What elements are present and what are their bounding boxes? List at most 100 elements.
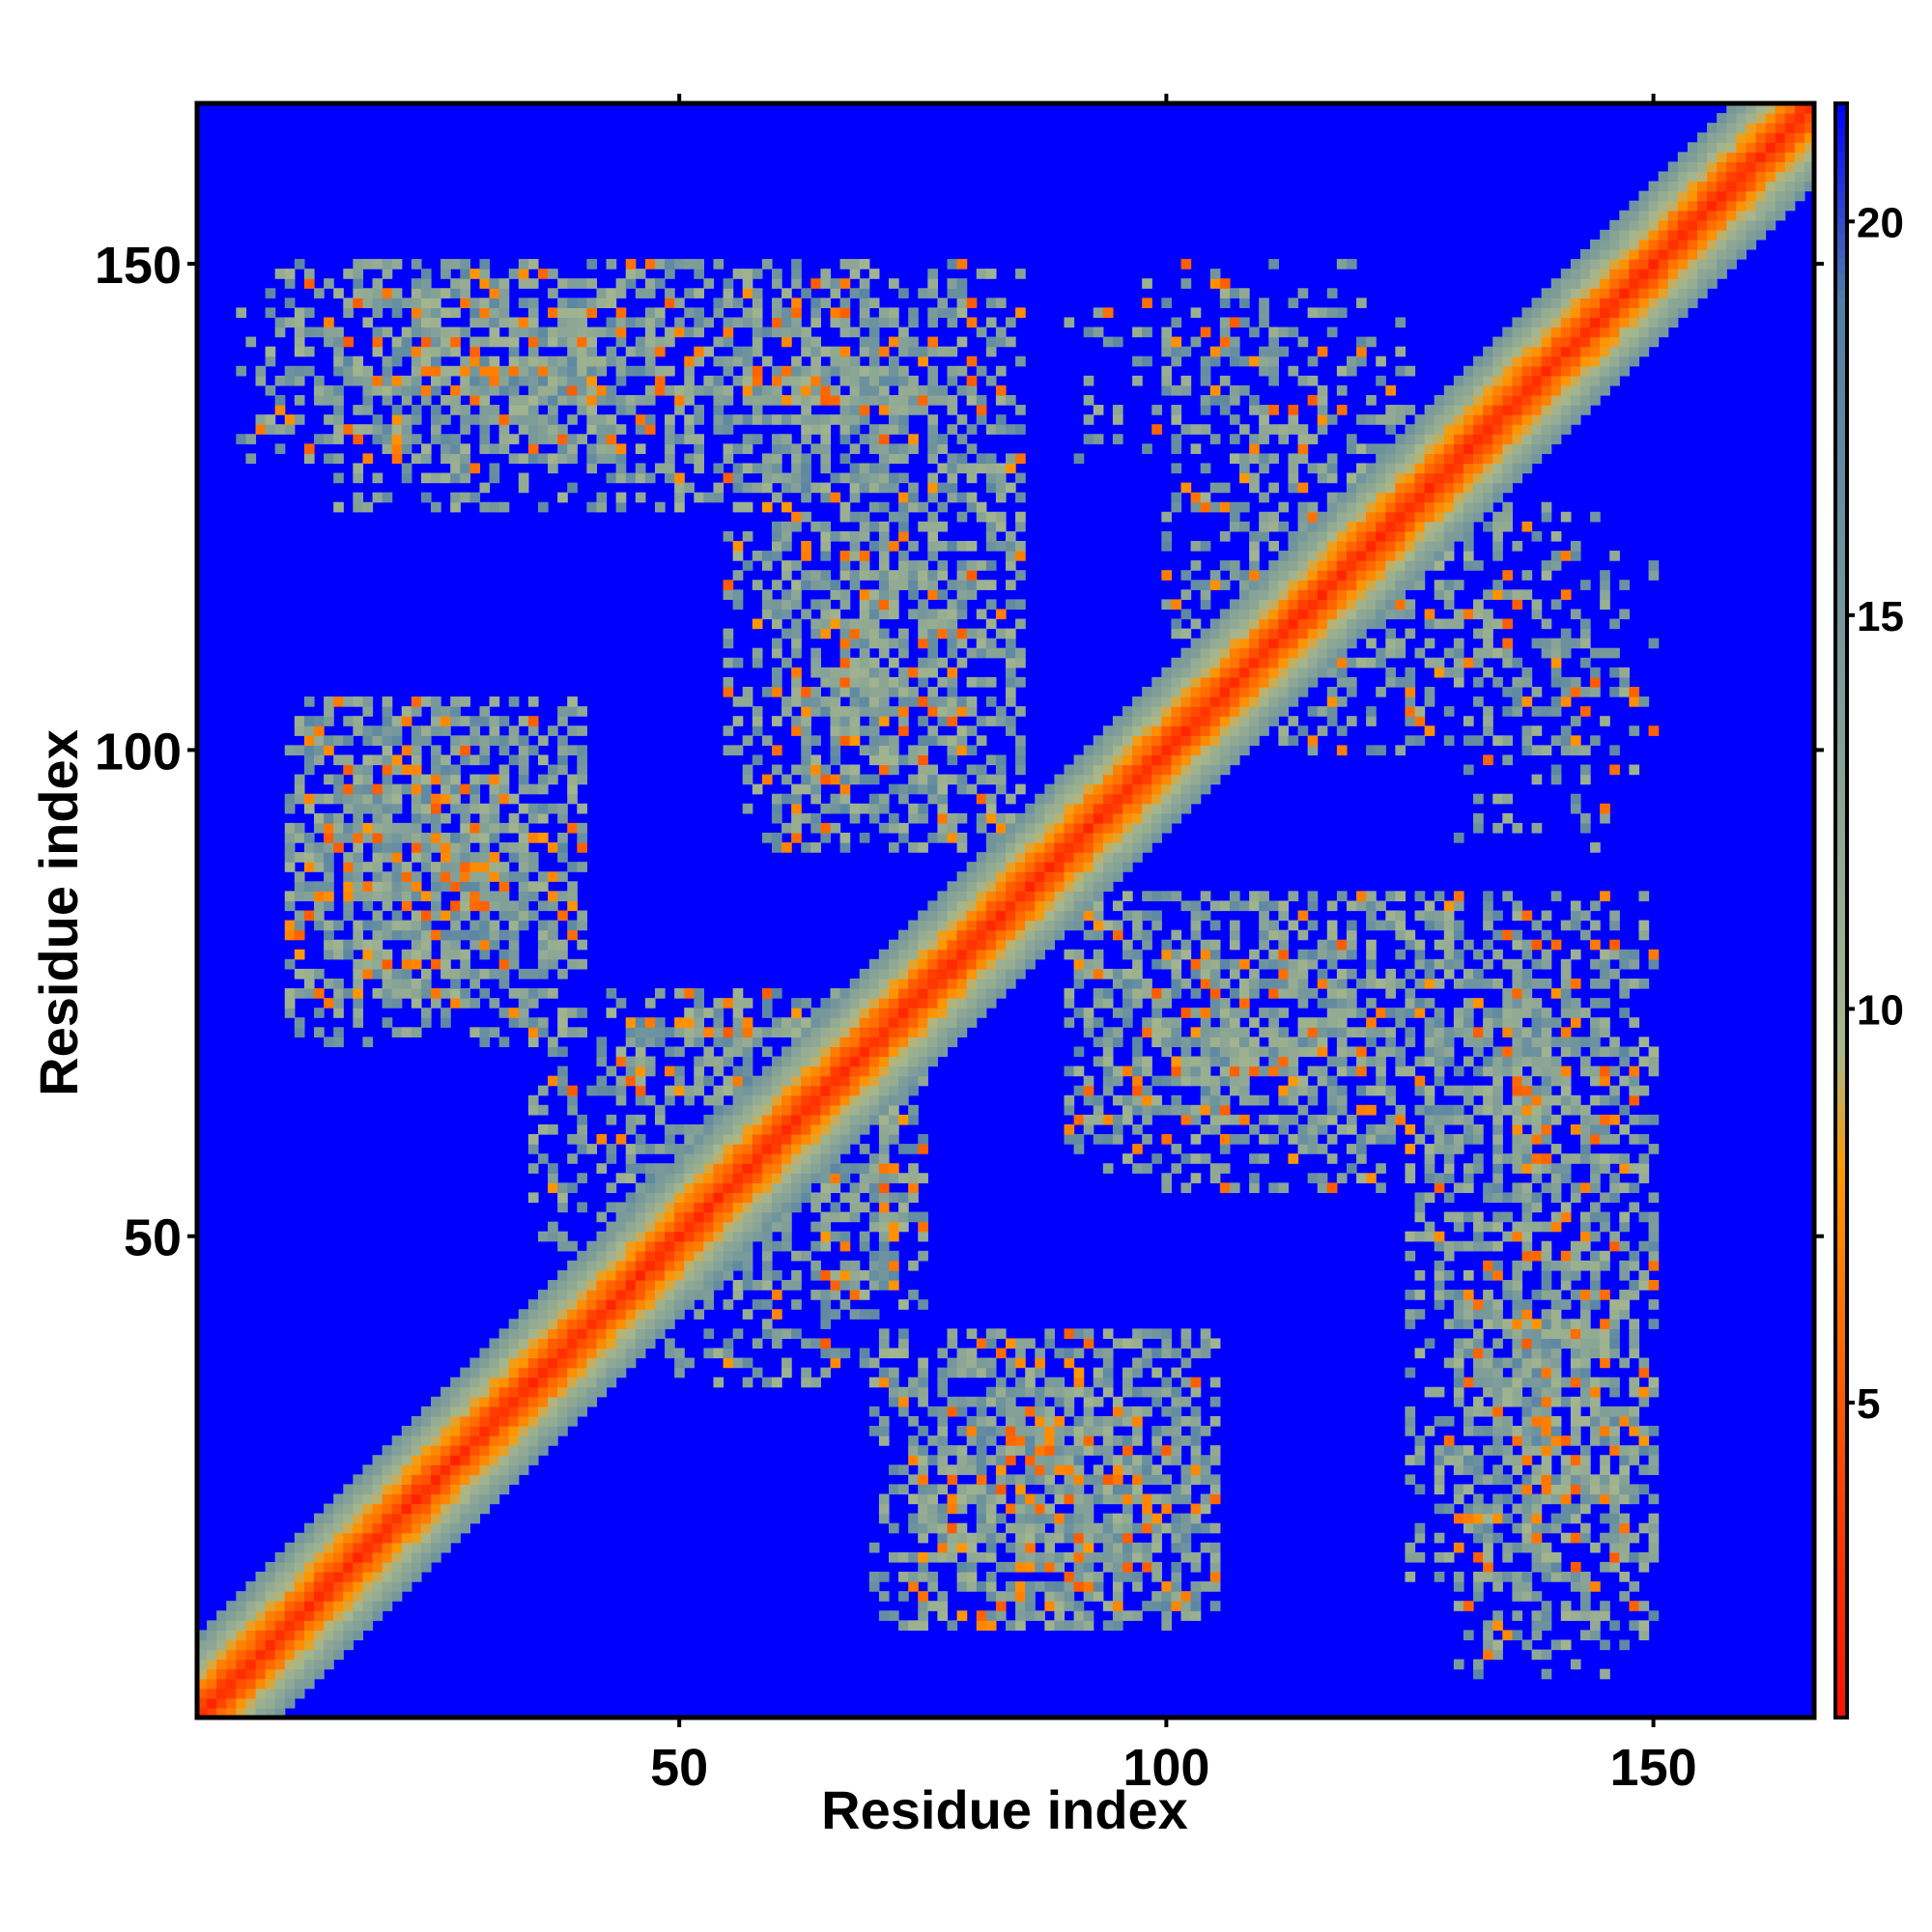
heatmap-cell <box>527 1435 539 1446</box>
heatmap-cell <box>976 735 987 746</box>
heatmap-cell <box>303 1639 315 1651</box>
heatmap-cell <box>382 394 393 406</box>
heatmap-cell <box>382 327 393 338</box>
heatmap-cell <box>1054 881 1065 892</box>
heatmap-cell <box>548 1367 558 1378</box>
heatmap-cell <box>694 1221 704 1233</box>
heatmap-cell <box>527 424 539 435</box>
heatmap-cell <box>898 638 909 649</box>
heatmap-cell <box>440 706 451 717</box>
heatmap-cell <box>1122 1464 1133 1475</box>
heatmap-cell <box>995 492 1007 503</box>
heatmap-cell <box>1015 1610 1026 1621</box>
heatmap-cell <box>752 1104 763 1116</box>
heatmap-cell <box>469 1484 481 1495</box>
heatmap-cell <box>1132 1542 1143 1553</box>
heatmap-cell <box>431 1435 441 1446</box>
heatmap-cell <box>985 1572 997 1582</box>
heatmap-cell <box>1006 657 1016 668</box>
heatmap-cell <box>723 686 734 697</box>
heatmap-cell <box>440 774 451 785</box>
heatmap-cell <box>878 764 890 776</box>
heatmap-cell <box>294 307 305 319</box>
heatmap-cell <box>839 1056 851 1067</box>
heatmap-cell <box>801 1182 811 1194</box>
heatmap-cell <box>771 443 782 454</box>
heatmap-cell <box>401 1551 412 1563</box>
heatmap-cell <box>401 1532 412 1544</box>
heatmap-cell <box>372 862 384 872</box>
heatmap-cell <box>918 1561 928 1573</box>
heatmap-cell <box>644 278 656 289</box>
heatmap-cell <box>537 1348 549 1359</box>
heatmap-cell <box>1064 812 1075 824</box>
heatmap-cell <box>1112 783 1123 795</box>
heatmap-cell <box>791 998 802 1009</box>
heatmap-cell <box>450 803 461 814</box>
heatmap-cell <box>420 327 432 338</box>
heatmap-cell <box>985 1591 997 1602</box>
heatmap-cell <box>362 501 374 513</box>
heatmap-cell <box>372 832 384 843</box>
heatmap-cell <box>314 1542 325 1553</box>
heatmap-cell <box>985 793 997 805</box>
heatmap-cell <box>878 1094 890 1106</box>
heatmap-cell <box>498 842 510 853</box>
heatmap-cell <box>888 1396 899 1407</box>
heatmap-cell <box>440 871 451 882</box>
heatmap-cell <box>353 716 364 726</box>
heatmap-cell <box>1064 1581 1075 1592</box>
heatmap-cell <box>440 725 451 736</box>
heatmap-cell <box>820 530 832 542</box>
heatmap-cell <box>518 394 529 406</box>
heatmap-cell <box>333 1610 344 1621</box>
heatmap-cell <box>391 910 403 922</box>
heatmap-cell <box>527 434 539 444</box>
heatmap-cell <box>1102 1484 1114 1495</box>
heatmap-cell <box>1122 754 1133 766</box>
heatmap-cell <box>927 482 939 494</box>
heatmap-cell <box>615 327 627 338</box>
heatmap-cell <box>966 978 978 989</box>
heatmap-cell <box>1064 1464 1075 1475</box>
heatmap-cell <box>294 774 305 785</box>
heatmap-cell <box>839 1163 851 1174</box>
heatmap-cell <box>839 298 851 308</box>
heatmap-cell <box>567 1094 578 1106</box>
heatmap-cell <box>303 443 315 454</box>
heatmap-cell <box>1122 1406 1133 1417</box>
heatmap-cell <box>985 949 997 960</box>
heatmap-cell <box>644 1056 656 1067</box>
heatmap-cell <box>1035 881 1045 892</box>
heatmap-cell <box>878 1008 890 1018</box>
heatmap-cell <box>684 327 695 338</box>
heatmap-cell <box>518 998 529 1009</box>
heatmap-cell <box>684 1144 695 1154</box>
heatmap-cell <box>596 1269 608 1281</box>
heatmap-cell <box>635 414 646 425</box>
heatmap-cell <box>781 1027 792 1037</box>
heatmap-cell <box>966 1357 978 1369</box>
heatmap-cell <box>391 1484 403 1495</box>
heatmap-cell <box>868 1309 880 1320</box>
heatmap-cell <box>1064 803 1075 814</box>
heatmap-cell <box>391 1445 403 1456</box>
heatmap-cell <box>956 1008 968 1018</box>
heatmap-cell <box>1006 1367 1016 1378</box>
heatmap-cell <box>703 317 715 328</box>
heatmap-cell <box>1102 920 1114 931</box>
heatmap-cell <box>498 871 510 882</box>
heatmap-cell <box>723 472 734 484</box>
heatmap-cell <box>820 1211 832 1223</box>
heatmap-cell <box>665 336 675 348</box>
heatmap-cell <box>508 988 520 999</box>
heatmap-cell <box>1122 842 1133 853</box>
heatmap-cell <box>567 1269 578 1281</box>
heatmap-cell <box>401 298 412 308</box>
heatmap-cell <box>791 647 802 659</box>
heatmap-cell <box>1073 1445 1085 1456</box>
heatmap-cell <box>908 978 919 989</box>
heatmap-cell <box>976 609 987 620</box>
heatmap-cell <box>703 1173 715 1183</box>
heatmap-cell <box>644 1309 656 1320</box>
